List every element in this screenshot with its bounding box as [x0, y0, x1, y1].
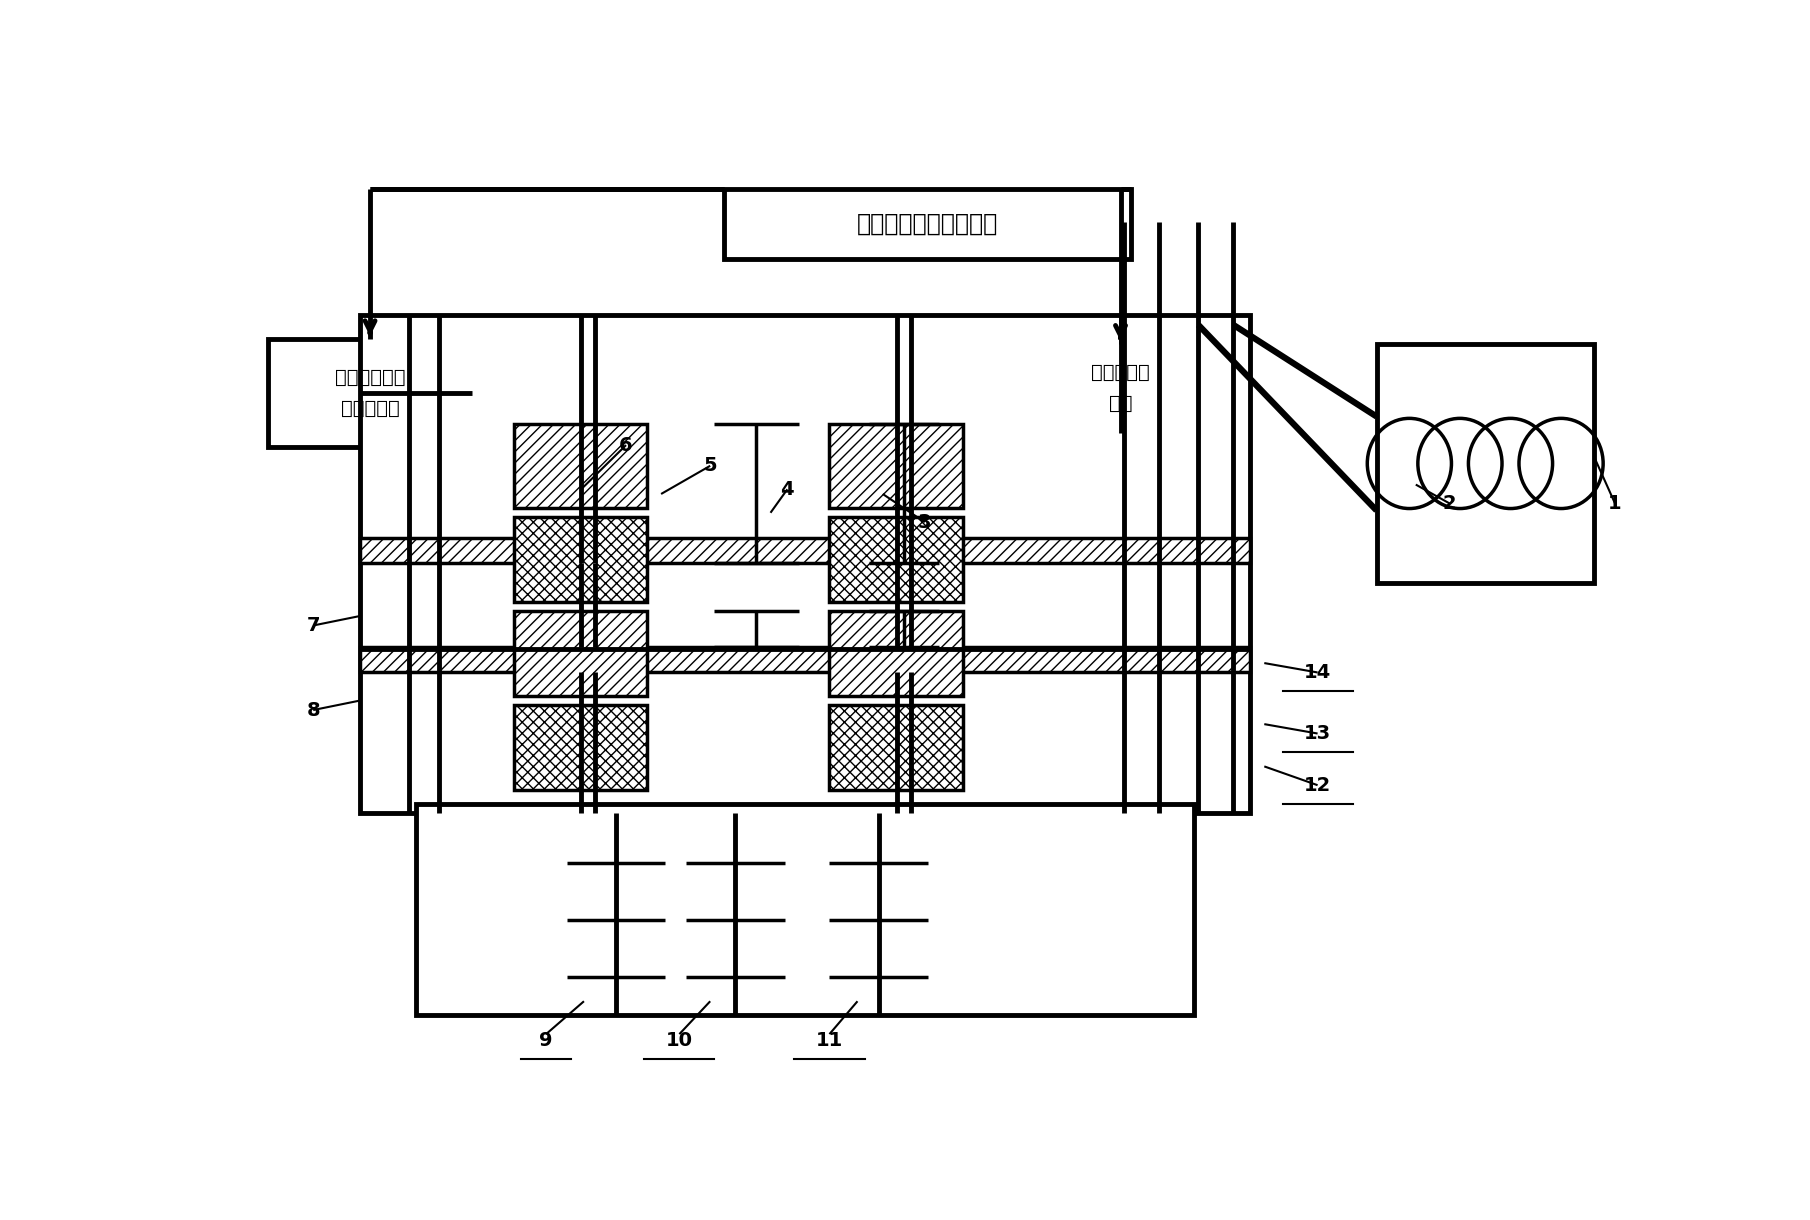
Text: 3: 3 — [918, 512, 932, 532]
Bar — [1039, 344, 1202, 433]
Text: 离合器执行机构控制器: 离合器执行机构控制器 — [856, 212, 999, 235]
Bar — [514, 705, 648, 789]
Text: 11: 11 — [816, 1031, 843, 1050]
Bar — [514, 517, 648, 601]
Text: 2: 2 — [1443, 494, 1457, 512]
Bar — [416, 804, 1195, 1015]
Text: 离合器执行构
或同步器等: 离合器执行构 或同步器等 — [335, 368, 405, 418]
Text: 离合器执行
机构: 离合器执行 机构 — [1091, 364, 1149, 414]
Bar — [724, 189, 1131, 259]
Text: 14: 14 — [1303, 662, 1330, 682]
Bar — [1376, 344, 1595, 583]
Bar — [360, 647, 1251, 671]
Bar — [268, 339, 472, 447]
Bar — [829, 517, 963, 601]
Text: 10: 10 — [666, 1031, 693, 1050]
Bar — [829, 611, 963, 695]
Text: 13: 13 — [1303, 723, 1330, 743]
Text: 9: 9 — [539, 1031, 552, 1050]
Bar — [514, 611, 648, 695]
Text: 1: 1 — [1607, 494, 1622, 512]
Bar — [514, 423, 648, 508]
Bar — [360, 538, 1251, 562]
Text: 4: 4 — [780, 479, 795, 499]
Bar — [829, 705, 963, 789]
Text: 6: 6 — [619, 436, 634, 455]
Bar — [829, 423, 963, 508]
Text: 7: 7 — [306, 616, 320, 634]
Text: 5: 5 — [704, 456, 717, 476]
Bar — [360, 316, 1251, 814]
Text: 12: 12 — [1303, 776, 1330, 794]
Text: 8: 8 — [306, 700, 320, 720]
